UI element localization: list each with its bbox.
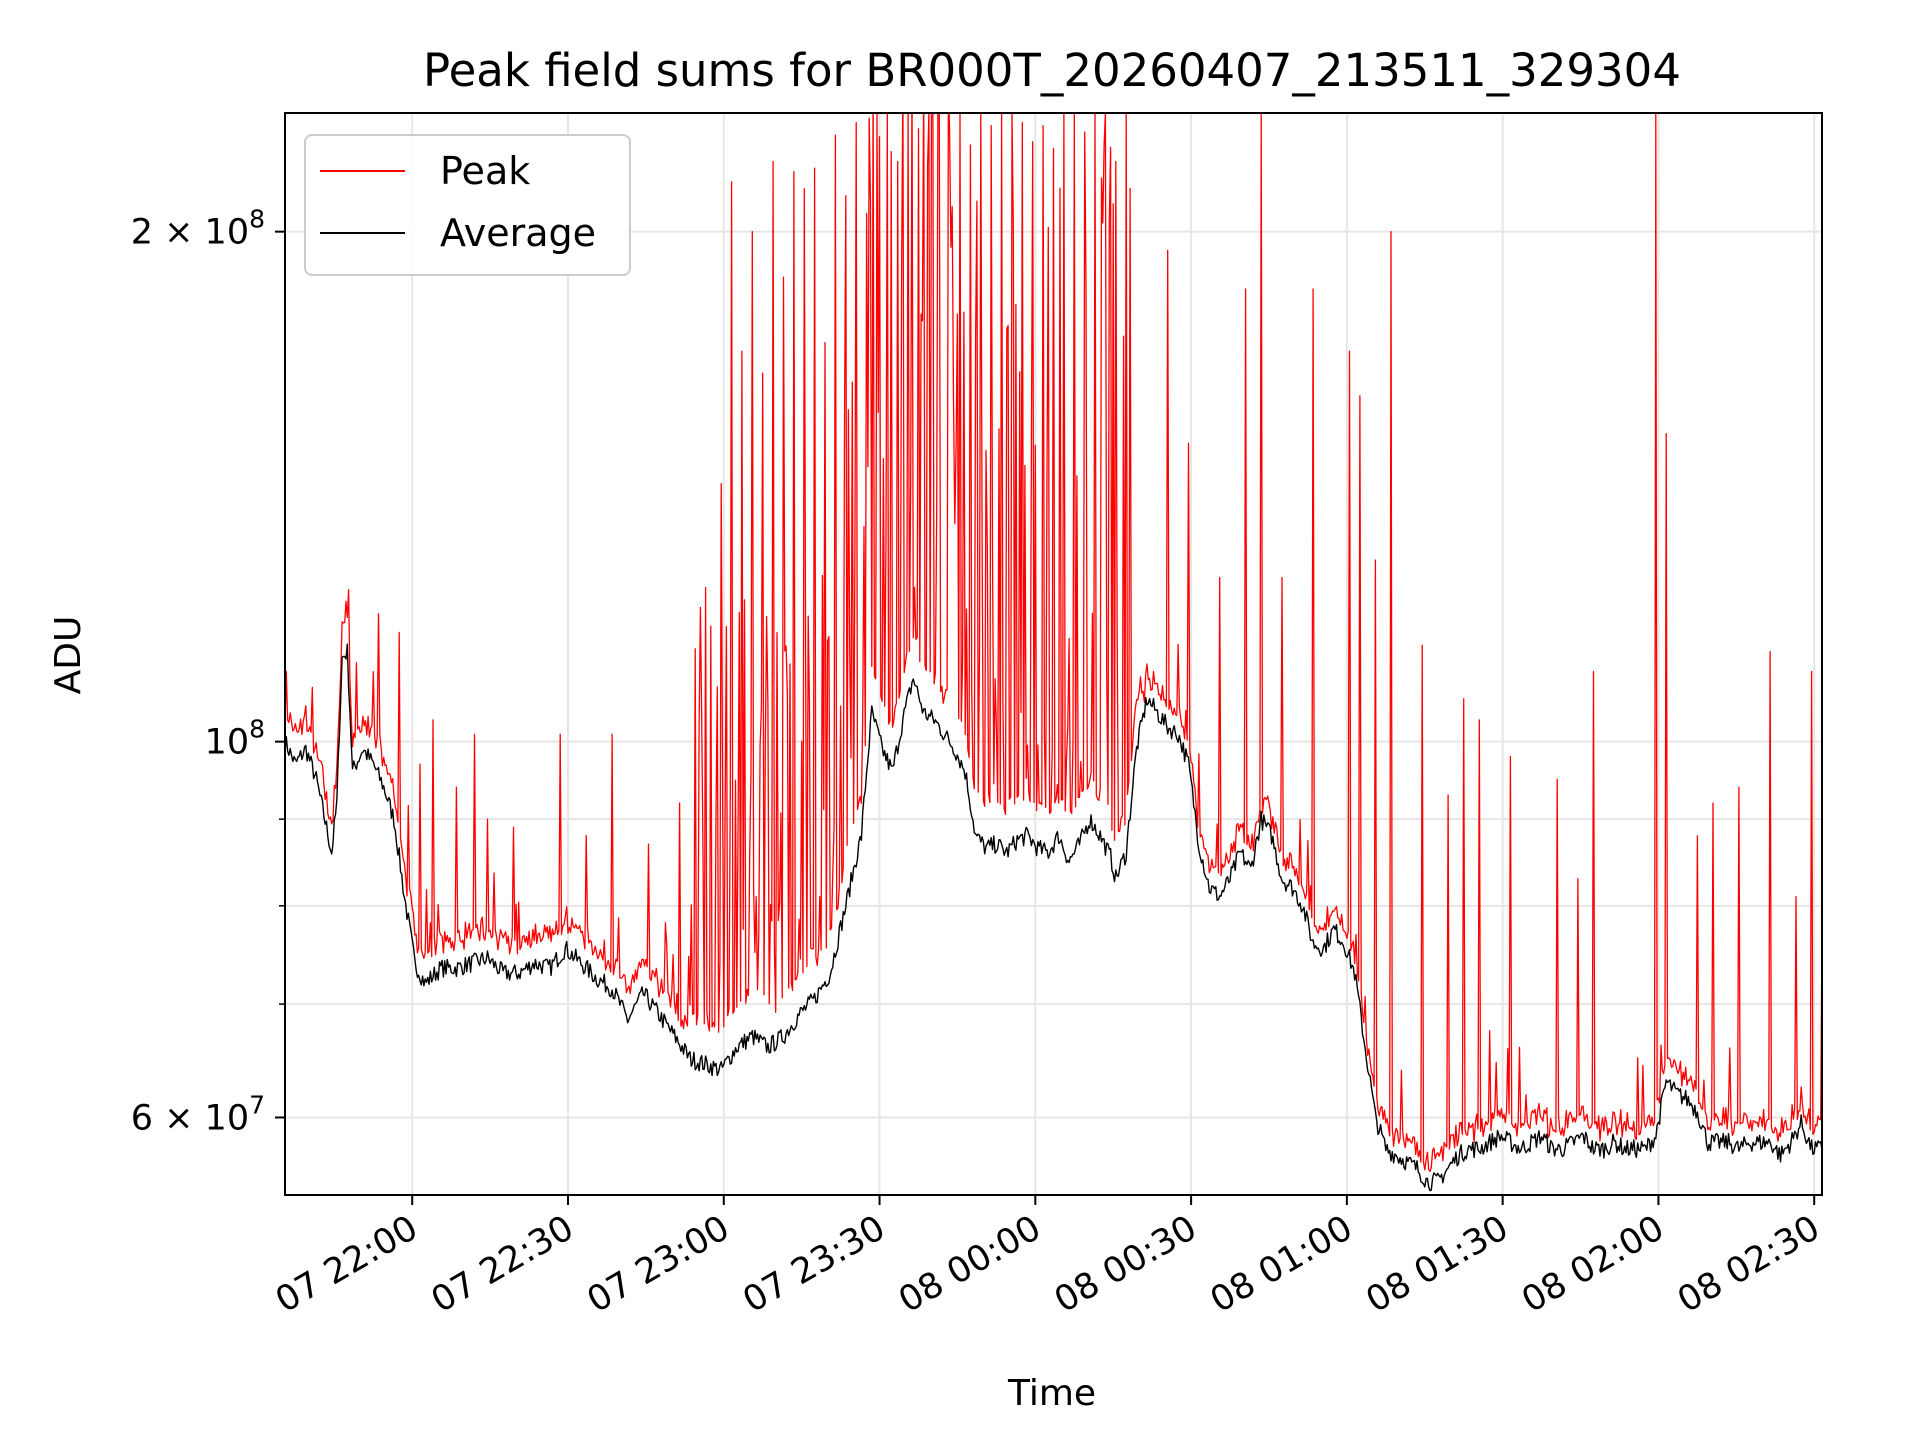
x-tick-label: 07 23:30 [736,1208,892,1321]
plot-frame [284,112,1823,1196]
y-tick-mantissa: 6 [131,1098,153,1138]
average-series-line [285,643,1822,1192]
legend: Peak Average [304,134,631,276]
y-tick-exponent: 8 [249,205,265,234]
x-axis-ticks: 07 22:00 07 22:30 07 23:00 07 23:30 08 00:00… [269,1195,1827,1321]
legend-average-label: Average [440,211,596,255]
x-tick-label: 07 22:30 [425,1208,581,1321]
y-axis-label: ADU [48,616,89,695]
y-tick-label: 108 [205,715,265,763]
y-tick-label: 2 × 108 [131,205,265,253]
x-tick-label: 07 23:00 [581,1208,737,1321]
y-tick-label: 6 × 107 [131,1090,265,1138]
y-tick-exponent: 7 [249,1090,265,1119]
x-tick-label: 08 01:00 [1204,1208,1360,1321]
legend-peak-label: Peak [440,149,530,193]
x-axis-label: Time [1007,1373,1096,1414]
x-tick-label: 08 00:30 [1048,1208,1204,1321]
x-tick-label: 08 01:30 [1360,1208,1516,1321]
peak-series-line [285,113,1822,1173]
x-tick-label: 07 22:00 [269,1208,425,1321]
y-tick-mantissa: 2 [131,213,153,253]
chart-title: Peak field sums for BR000T_20260407_2135… [423,44,1681,97]
x-tick-label: 08 02:00 [1515,1208,1671,1321]
y-tick-times: × 10 [153,1098,249,1138]
x-tick-label: 08 00:00 [892,1208,1048,1321]
y-tick-base: 10 [205,723,250,763]
y-tick-exponent: 8 [249,715,265,744]
y-tick-times: × 10 [153,213,249,253]
x-tick-label: 08 02:30 [1671,1208,1827,1321]
